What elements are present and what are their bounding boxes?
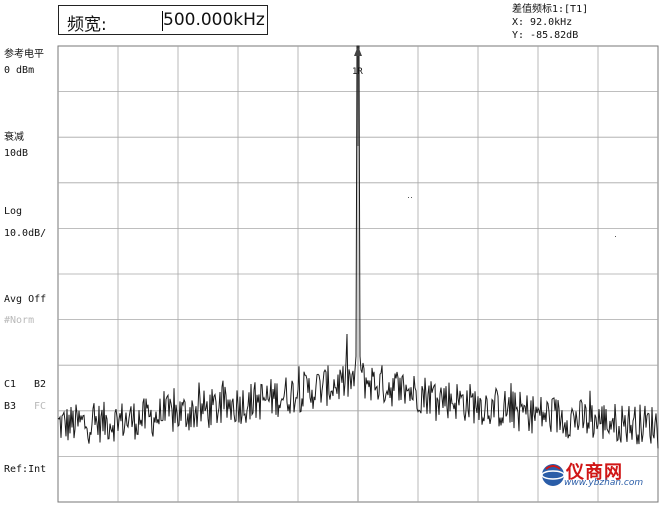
scale-value: 10.0dB/	[4, 228, 47, 239]
marker-readout: 差值频标1:[T1] X: 92.0kHz Y: -85.82dB	[512, 3, 588, 42]
detector-mode: #Norm	[4, 315, 35, 326]
average-status: Avg Off	[4, 294, 47, 305]
attenuation-label: 衰减	[4, 132, 24, 143]
attenuation-value: 10dB	[4, 148, 29, 159]
coupling-b2: B2	[34, 379, 47, 390]
scale-type-label: Log	[4, 206, 23, 217]
watermark-logo: 仪商网 www.ybzhan.com	[540, 458, 658, 492]
watermark-text: 仪商网	[566, 462, 623, 483]
marker-y-value: Y: -85.82dB	[512, 30, 579, 41]
ref-level-label: 参考电平	[4, 49, 44, 60]
span-label: 频宽:	[67, 15, 107, 35]
coupling-b3: B3	[4, 401, 17, 412]
span-value[interactable]: 500.000kHz	[163, 10, 265, 30]
marker-title: 差值频标1:[T1]	[512, 4, 589, 15]
globe-icon	[541, 464, 565, 486]
marker-1: 1R	[352, 46, 363, 146]
marker-arrow-icon	[354, 46, 362, 56]
coupling-fc: FC	[34, 401, 47, 412]
marker-label: 1R	[352, 67, 363, 77]
ref-level-value: 0 dBm	[4, 65, 35, 76]
text-cursor	[162, 11, 163, 31]
coupling-c1: C1	[4, 379, 17, 390]
graticule	[57, 45, 659, 503]
reference-source: Ref:Int	[4, 464, 47, 475]
trace-dot	[408, 197, 409, 198]
span-field[interactable]: 频宽: 500.000kHz	[58, 5, 268, 35]
trace-dot	[411, 197, 412, 198]
watermark-url: www.ybzhan.com	[564, 478, 644, 488]
trace-dot	[615, 236, 616, 237]
marker-x-value: X: 92.0kHz	[512, 17, 573, 28]
